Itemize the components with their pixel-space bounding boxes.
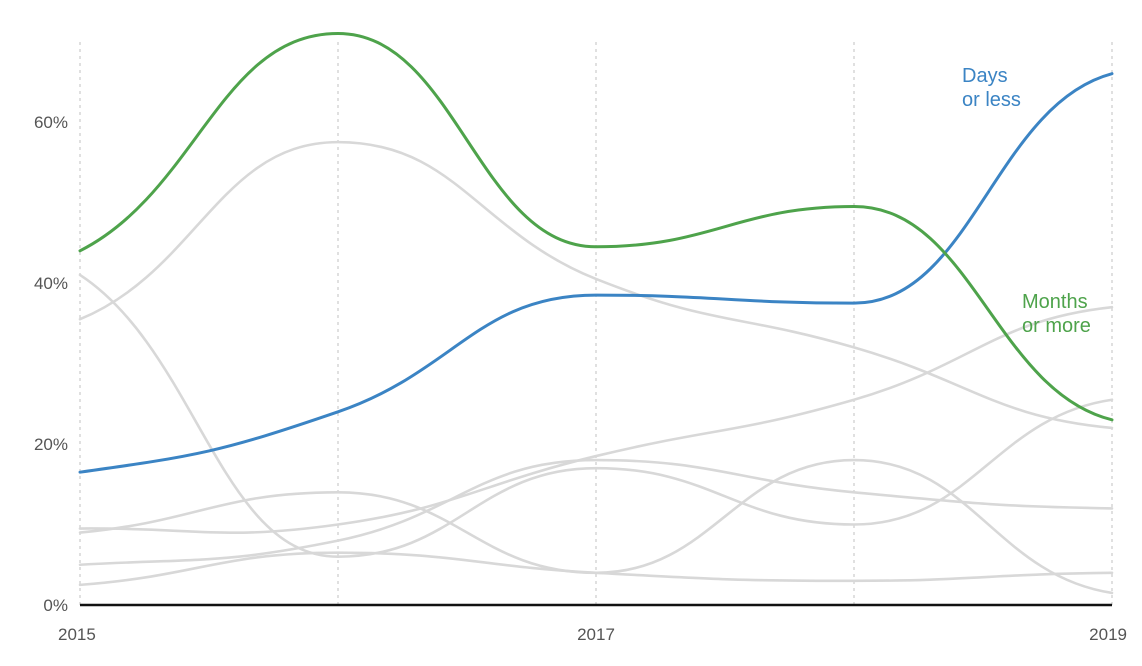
series-label-line: Days	[962, 65, 1008, 87]
series-line-months-or-more	[78, 31, 1114, 422]
series-label-months-or-more: Months or more	[1022, 291, 1091, 337]
background-series-line-7	[78, 551, 1114, 587]
background-series-line-5	[78, 305, 1114, 534]
y-tick-label: 0%	[43, 596, 68, 615]
x-axis: 2015 2017 2019	[58, 625, 1127, 644]
x-tick-label: 2015	[58, 625, 96, 644]
y-tick-label: 40%	[34, 274, 68, 293]
background-series-line-2	[78, 140, 1114, 430]
grid-layer	[79, 42, 1113, 605]
background-series-line-6	[78, 458, 1114, 567]
series-label-line: or less	[962, 89, 1021, 111]
y-tick-label: 20%	[34, 435, 68, 454]
series-label-days-or-less: Days or less	[962, 65, 1021, 111]
series-label-line: or more	[1022, 315, 1091, 337]
x-tick-label: 2019	[1089, 625, 1127, 644]
y-axis: 0% 20% 40% 60%	[34, 113, 68, 615]
series-labels: Days or less Months or more	[962, 65, 1091, 337]
x-tick-label: 2017	[577, 625, 615, 644]
series-label-line: Months	[1022, 291, 1088, 313]
series-line-days-or-less	[78, 72, 1114, 474]
highlighted-series	[78, 31, 1114, 474]
background-series	[78, 140, 1114, 595]
y-tick-label: 60%	[34, 113, 68, 132]
